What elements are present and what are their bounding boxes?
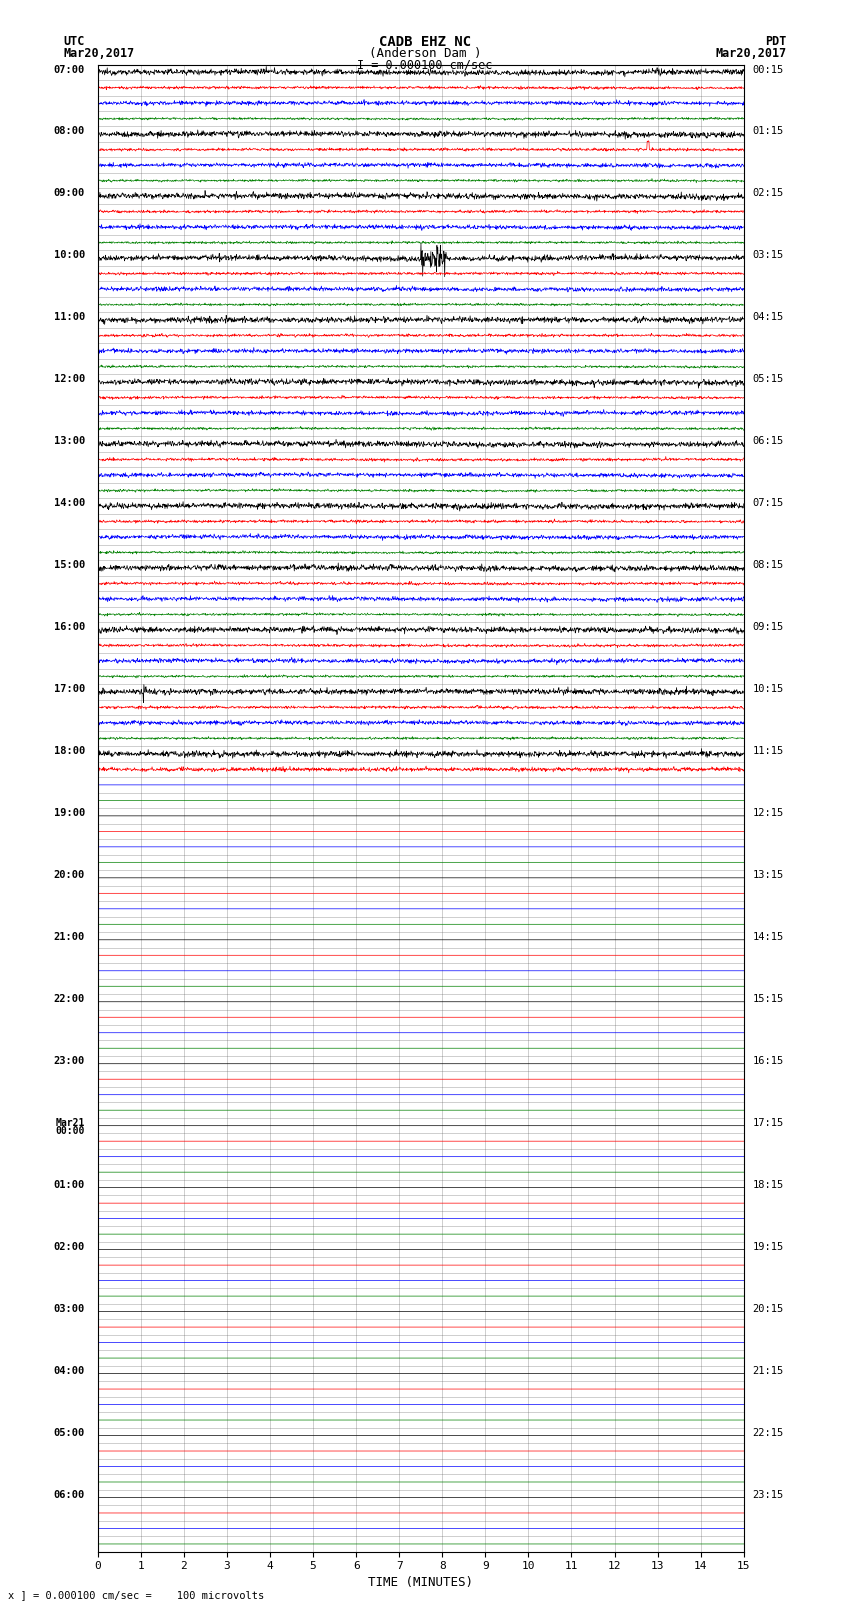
Text: 04:00: 04:00 [54,1366,85,1376]
X-axis label: TIME (MINUTES): TIME (MINUTES) [368,1576,473,1589]
Text: 08:00: 08:00 [54,126,85,137]
Text: 07:00: 07:00 [54,65,85,74]
Text: 05:15: 05:15 [752,374,784,384]
Text: 09:00: 09:00 [54,189,85,198]
Text: 01:00: 01:00 [54,1181,85,1190]
Text: 15:00: 15:00 [54,560,85,571]
Text: 09:15: 09:15 [752,623,784,632]
Text: 19:15: 19:15 [752,1242,784,1252]
Text: 19:00: 19:00 [54,808,85,818]
Text: 15:15: 15:15 [752,994,784,1003]
Text: 10:00: 10:00 [54,250,85,260]
Text: 21:15: 21:15 [752,1366,784,1376]
Text: 18:15: 18:15 [752,1181,784,1190]
Text: 17:15: 17:15 [752,1118,784,1127]
Text: 03:00: 03:00 [54,1303,85,1315]
Text: 16:15: 16:15 [752,1057,784,1066]
Text: 00:00: 00:00 [55,1126,85,1136]
Text: 07:15: 07:15 [752,498,784,508]
Text: 23:00: 23:00 [54,1057,85,1066]
Text: 03:15: 03:15 [752,250,784,260]
Text: 12:15: 12:15 [752,808,784,818]
Text: 18:00: 18:00 [54,747,85,756]
Text: Mar21: Mar21 [55,1118,85,1127]
Text: 11:00: 11:00 [54,313,85,323]
Text: 22:00: 22:00 [54,994,85,1003]
Text: 16:00: 16:00 [54,623,85,632]
Text: 02:00: 02:00 [54,1242,85,1252]
Text: Mar20,2017: Mar20,2017 [64,47,135,60]
Text: 13:00: 13:00 [54,436,85,447]
Text: 22:15: 22:15 [752,1428,784,1437]
Text: 23:15: 23:15 [752,1490,784,1500]
Text: (Anderson Dam ): (Anderson Dam ) [369,47,481,60]
Text: UTC: UTC [64,35,85,48]
Text: 21:00: 21:00 [54,932,85,942]
Text: 14:15: 14:15 [752,932,784,942]
Text: PDT: PDT [765,35,786,48]
Text: CADB EHZ NC: CADB EHZ NC [379,35,471,50]
Text: 04:15: 04:15 [752,313,784,323]
Text: 17:00: 17:00 [54,684,85,694]
Text: 05:00: 05:00 [54,1428,85,1437]
Text: x ] = 0.000100 cm/sec =    100 microvolts: x ] = 0.000100 cm/sec = 100 microvolts [8,1590,264,1600]
Text: 06:00: 06:00 [54,1490,85,1500]
Text: 01:15: 01:15 [752,126,784,137]
Text: 08:15: 08:15 [752,560,784,571]
Text: 14:00: 14:00 [54,498,85,508]
Text: 12:00: 12:00 [54,374,85,384]
Text: 20:00: 20:00 [54,869,85,881]
Text: 10:15: 10:15 [752,684,784,694]
Text: Mar20,2017: Mar20,2017 [715,47,786,60]
Text: 20:15: 20:15 [752,1303,784,1315]
Text: 02:15: 02:15 [752,189,784,198]
Text: I = 0.000100 cm/sec: I = 0.000100 cm/sec [357,58,493,71]
Text: 13:15: 13:15 [752,869,784,881]
Text: 00:15: 00:15 [752,65,784,74]
Text: 11:15: 11:15 [752,747,784,756]
Text: 06:15: 06:15 [752,436,784,447]
